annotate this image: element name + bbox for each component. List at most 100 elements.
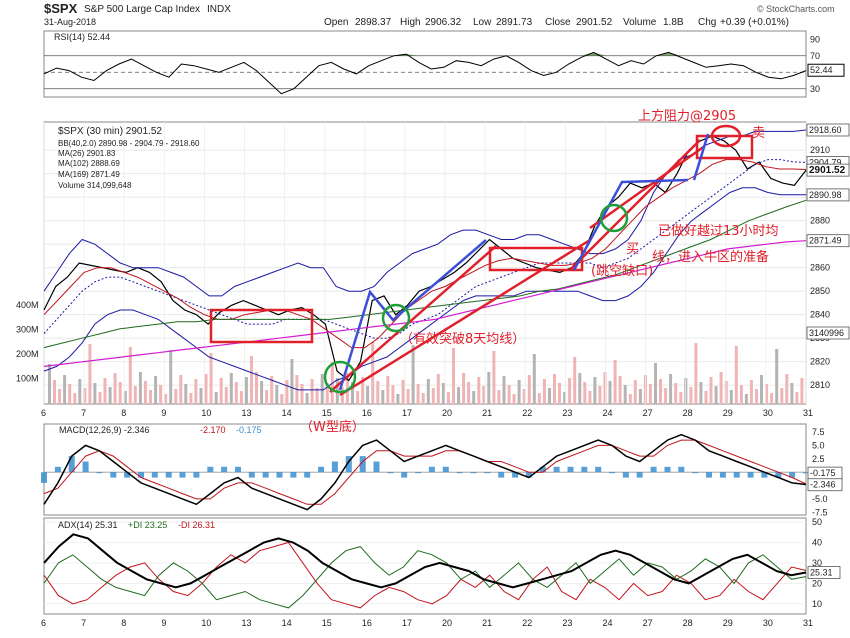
volume-y-tick: 200M xyxy=(16,349,39,359)
support-trendline xyxy=(589,146,703,230)
plus-di-line xyxy=(43,546,807,609)
price-x-tick: 30 xyxy=(763,408,773,418)
macd-histogram-bar xyxy=(803,472,809,474)
price-x-tick: 15 xyxy=(322,408,332,418)
macd-histogram-bar xyxy=(539,466,546,473)
price-x-tick: 28 xyxy=(683,408,693,418)
macd-legend-hist: -0.175 xyxy=(236,425,262,435)
price-legend-spx: $SPX (30 min) 2901.52 xyxy=(58,126,162,137)
macd-histogram-bar xyxy=(331,461,338,473)
macd-histogram-bar xyxy=(304,472,311,478)
volume-bar xyxy=(108,387,112,404)
volume-bar xyxy=(674,383,678,404)
macd-histogram-bar xyxy=(442,466,449,473)
price-tag-box xyxy=(806,163,850,177)
price-x-tick: 16 xyxy=(362,408,372,418)
ma102-line xyxy=(43,199,807,349)
open-value: 2898.37 xyxy=(355,17,392,28)
volume-bar xyxy=(790,383,794,404)
adx-value-tag xyxy=(807,566,841,579)
volume-bar xyxy=(244,377,248,404)
macd-histogram-bar xyxy=(470,472,477,474)
volume-bar xyxy=(184,384,188,404)
macd-panel: 7.55.02.50.0-2.5-5.0-7.5-0.175-2.346 xyxy=(41,427,843,517)
volume-bar xyxy=(209,353,213,404)
macd-legend-macd: MACD(12,26,9) -2.346 xyxy=(59,425,150,435)
macd-y-tick: 7.5 xyxy=(812,427,825,437)
price-x-tick: 9 xyxy=(161,408,166,418)
volume-bar xyxy=(133,386,137,404)
support-trendline xyxy=(339,238,591,397)
price-tag-label: 3140996 xyxy=(809,328,844,338)
price-tag-box xyxy=(806,234,850,248)
volume-bar xyxy=(154,376,158,404)
macd-histogram-bar xyxy=(678,466,685,473)
macd-histogram-bar xyxy=(110,472,117,478)
volume-bar xyxy=(689,387,693,404)
volume-bar xyxy=(421,393,425,404)
volume-bar xyxy=(679,392,683,404)
price-x-tick: 13 xyxy=(242,408,252,418)
volume-bar xyxy=(734,346,738,404)
macd-histogram-bar xyxy=(636,472,643,478)
volume-bar xyxy=(73,393,77,404)
price-x-tick: 8 xyxy=(121,408,126,418)
watermark: © StockCharts.com xyxy=(757,4,835,14)
consolidation-box xyxy=(209,308,314,344)
volume-bar xyxy=(138,372,142,404)
volume-bar xyxy=(603,372,607,404)
volume-bar xyxy=(376,381,380,404)
macd-histogram-bar xyxy=(41,472,47,483)
macd-histogram-bar xyxy=(373,461,380,473)
support-trendline xyxy=(569,139,701,271)
macd-histogram-bar xyxy=(622,472,629,478)
chart-header: $SPX S&P 500 Large Cap Index INDX 31-Aug… xyxy=(44,1,835,28)
chg-value: +0.39 (+0.01%) xyxy=(720,17,789,28)
adx-legend-minus-di: -DI 26.31 xyxy=(178,520,215,530)
volume-bar xyxy=(744,394,748,404)
volume-bar xyxy=(699,382,703,404)
volume-bar xyxy=(340,387,344,404)
macd-legend-signal: -2.170 xyxy=(200,425,226,435)
price-tag-label: 2890.98 xyxy=(809,190,842,200)
adx-legend-plus-di: +DI 23.25 xyxy=(128,520,167,530)
ma26-line xyxy=(43,159,807,349)
volume-bar xyxy=(588,391,592,404)
adx-value-tag-label: 25.31 xyxy=(810,568,833,578)
price-legend-ma169: MA(169) 2871.49 xyxy=(58,170,120,179)
price-tag-box xyxy=(806,123,850,137)
macd-histogram-bar xyxy=(609,472,615,474)
volume-bar xyxy=(775,349,779,404)
macd-histogram-bar xyxy=(193,472,200,478)
volume-bar xyxy=(719,372,723,404)
macd-histogram-bar xyxy=(761,472,768,478)
volume-bar xyxy=(749,380,753,404)
adx-x-tick: 9 xyxy=(161,618,166,628)
volume-bar xyxy=(250,356,253,404)
volume-bar xyxy=(553,374,556,404)
volume-bar xyxy=(457,387,461,404)
price-legend-ma26: MA(26) 2901.83 xyxy=(58,149,116,158)
volume-label: Volume xyxy=(623,17,657,28)
volume-bar xyxy=(275,385,279,404)
volume-bar xyxy=(522,389,526,404)
price-x-tick: 20 xyxy=(442,408,452,418)
price-y-tick: 2850 xyxy=(810,286,830,296)
macd-histogram-bar xyxy=(498,472,505,478)
volume-bar xyxy=(310,379,314,404)
adx-x-tick: 13 xyxy=(242,618,252,628)
volume-bar xyxy=(542,379,546,404)
price-x-tick: 27 xyxy=(643,408,653,418)
volume-bar xyxy=(255,372,258,404)
price-legend-volume: Volume 314,099,648 xyxy=(58,181,132,190)
volume-bar xyxy=(704,391,708,404)
volume-bar xyxy=(633,380,637,404)
adx-y-tick: 10 xyxy=(812,599,822,609)
volume-bar xyxy=(714,386,718,404)
macd-value-tag-label: -2.346 xyxy=(810,480,836,490)
annotation-13h-line1: 已做好越过13小时均 xyxy=(658,224,779,239)
annotation-break-ma8: （有效突破8天均线） xyxy=(400,331,525,347)
adx-x-tick: 16 xyxy=(362,618,372,628)
adx-x-tick: 10 xyxy=(201,618,211,628)
